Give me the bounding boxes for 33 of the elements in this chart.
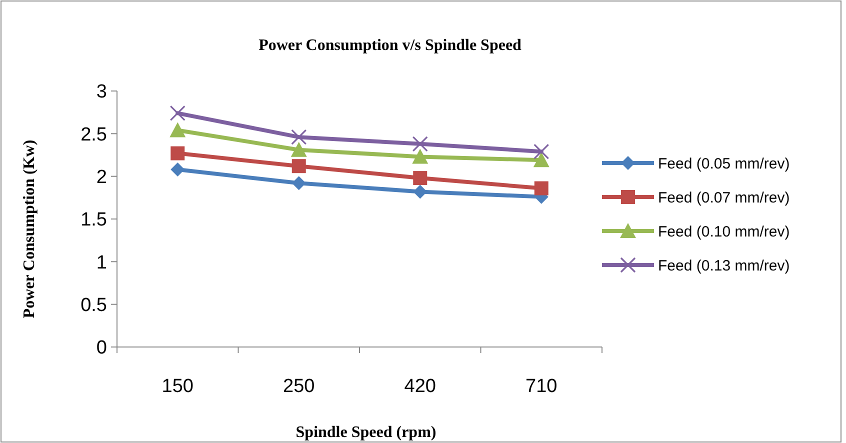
legend-label: Feed (0.10 mm/rev) bbox=[658, 223, 790, 240]
chart-title: Power Consumption v/s Spindle Speed bbox=[258, 37, 522, 54]
y-tick-label: 1.5 bbox=[80, 210, 107, 231]
point bbox=[170, 122, 186, 138]
y-axis-title: Power Consumption (Kw) bbox=[21, 140, 38, 318]
point bbox=[413, 171, 428, 186]
point bbox=[534, 144, 550, 160]
point bbox=[533, 152, 550, 168]
y-tick-label: 1 bbox=[96, 252, 107, 274]
point bbox=[170, 146, 185, 160]
point bbox=[413, 184, 428, 199]
point bbox=[292, 176, 306, 190]
point bbox=[534, 181, 548, 196]
y-tick-label: 2 bbox=[96, 166, 107, 188]
point bbox=[290, 142, 307, 157]
point bbox=[291, 129, 307, 145]
point bbox=[292, 159, 306, 174]
x-tick-label: 250 bbox=[283, 376, 315, 397]
x-axis-title: Spindle Speed (rpm) bbox=[296, 424, 436, 441]
x-tick-label: 710 bbox=[526, 376, 558, 397]
point bbox=[170, 162, 185, 177]
point bbox=[412, 136, 428, 152]
y-tick-label: 3 bbox=[96, 82, 107, 103]
legend-label: Feed (0.05 mm/rev) bbox=[658, 155, 790, 172]
x-tick-label: 150 bbox=[162, 376, 194, 397]
point bbox=[412, 148, 428, 164]
y-tick-label: 2.5 bbox=[80, 124, 107, 146]
legend-label: Feed (0.07 mm/rev) bbox=[658, 189, 790, 206]
x-tick-label: 420 bbox=[404, 376, 436, 397]
legend-label: Feed (0.13 mm/rev) bbox=[658, 257, 790, 274]
y-tick-label: 0 bbox=[96, 338, 107, 359]
point bbox=[170, 105, 186, 121]
y-tick-label: 0.5 bbox=[80, 294, 107, 316]
